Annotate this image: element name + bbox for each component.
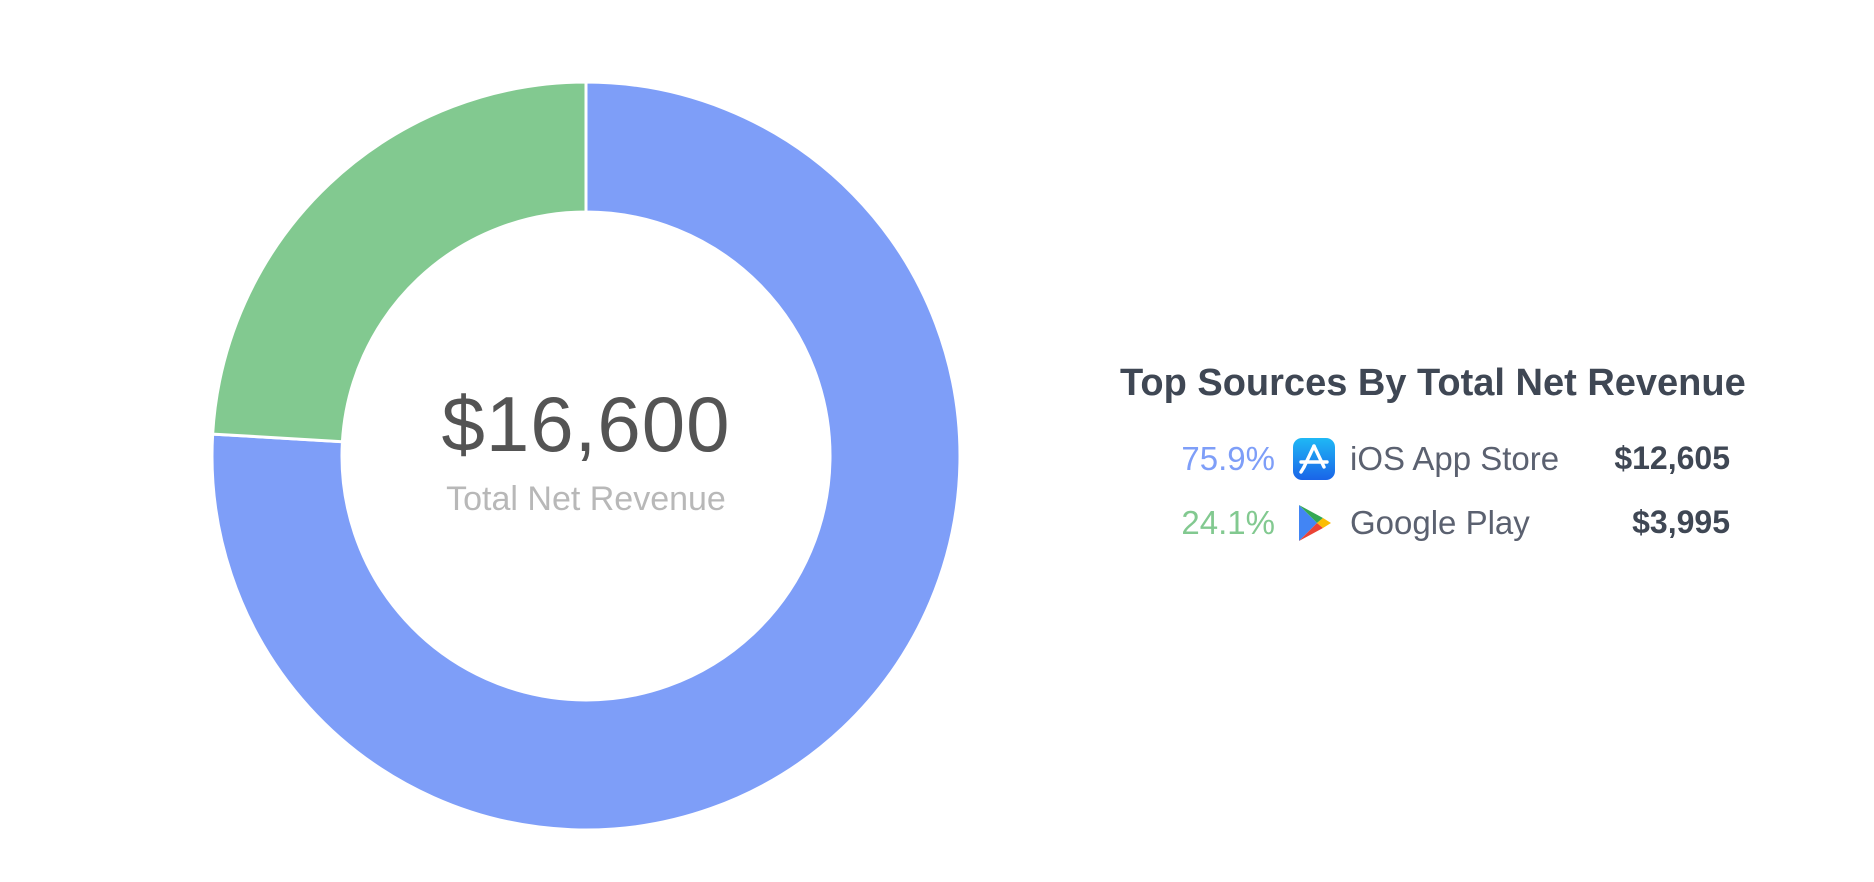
legend: Top Sources By Total Net Revenue 75.9% [1120, 364, 1760, 560]
google-play-icon [1293, 502, 1335, 544]
legend-percent: 75.9% [1150, 442, 1275, 475]
total-net-revenue-value: $16,600 [386, 385, 786, 463]
legend-source-name: iOS App Store [1350, 442, 1559, 475]
legend-source-name: Google Play [1350, 506, 1530, 539]
legend-row-ios-app-store[interactable]: 75.9% iOS App Store $12,605 [1120, 432, 1760, 496]
legend-percent: 24.1% [1150, 506, 1275, 539]
legend-source-value: $3,995 [1632, 506, 1730, 538]
legend-title: Top Sources By Total Net Revenue [1120, 364, 1760, 402]
total-net-revenue-label: Total Net Revenue [386, 482, 786, 516]
app-store-icon [1293, 438, 1335, 480]
legend-source-value: $12,605 [1614, 442, 1730, 474]
legend-row-google-play[interactable]: 24.1% Google Play $3,995 [1120, 496, 1760, 560]
